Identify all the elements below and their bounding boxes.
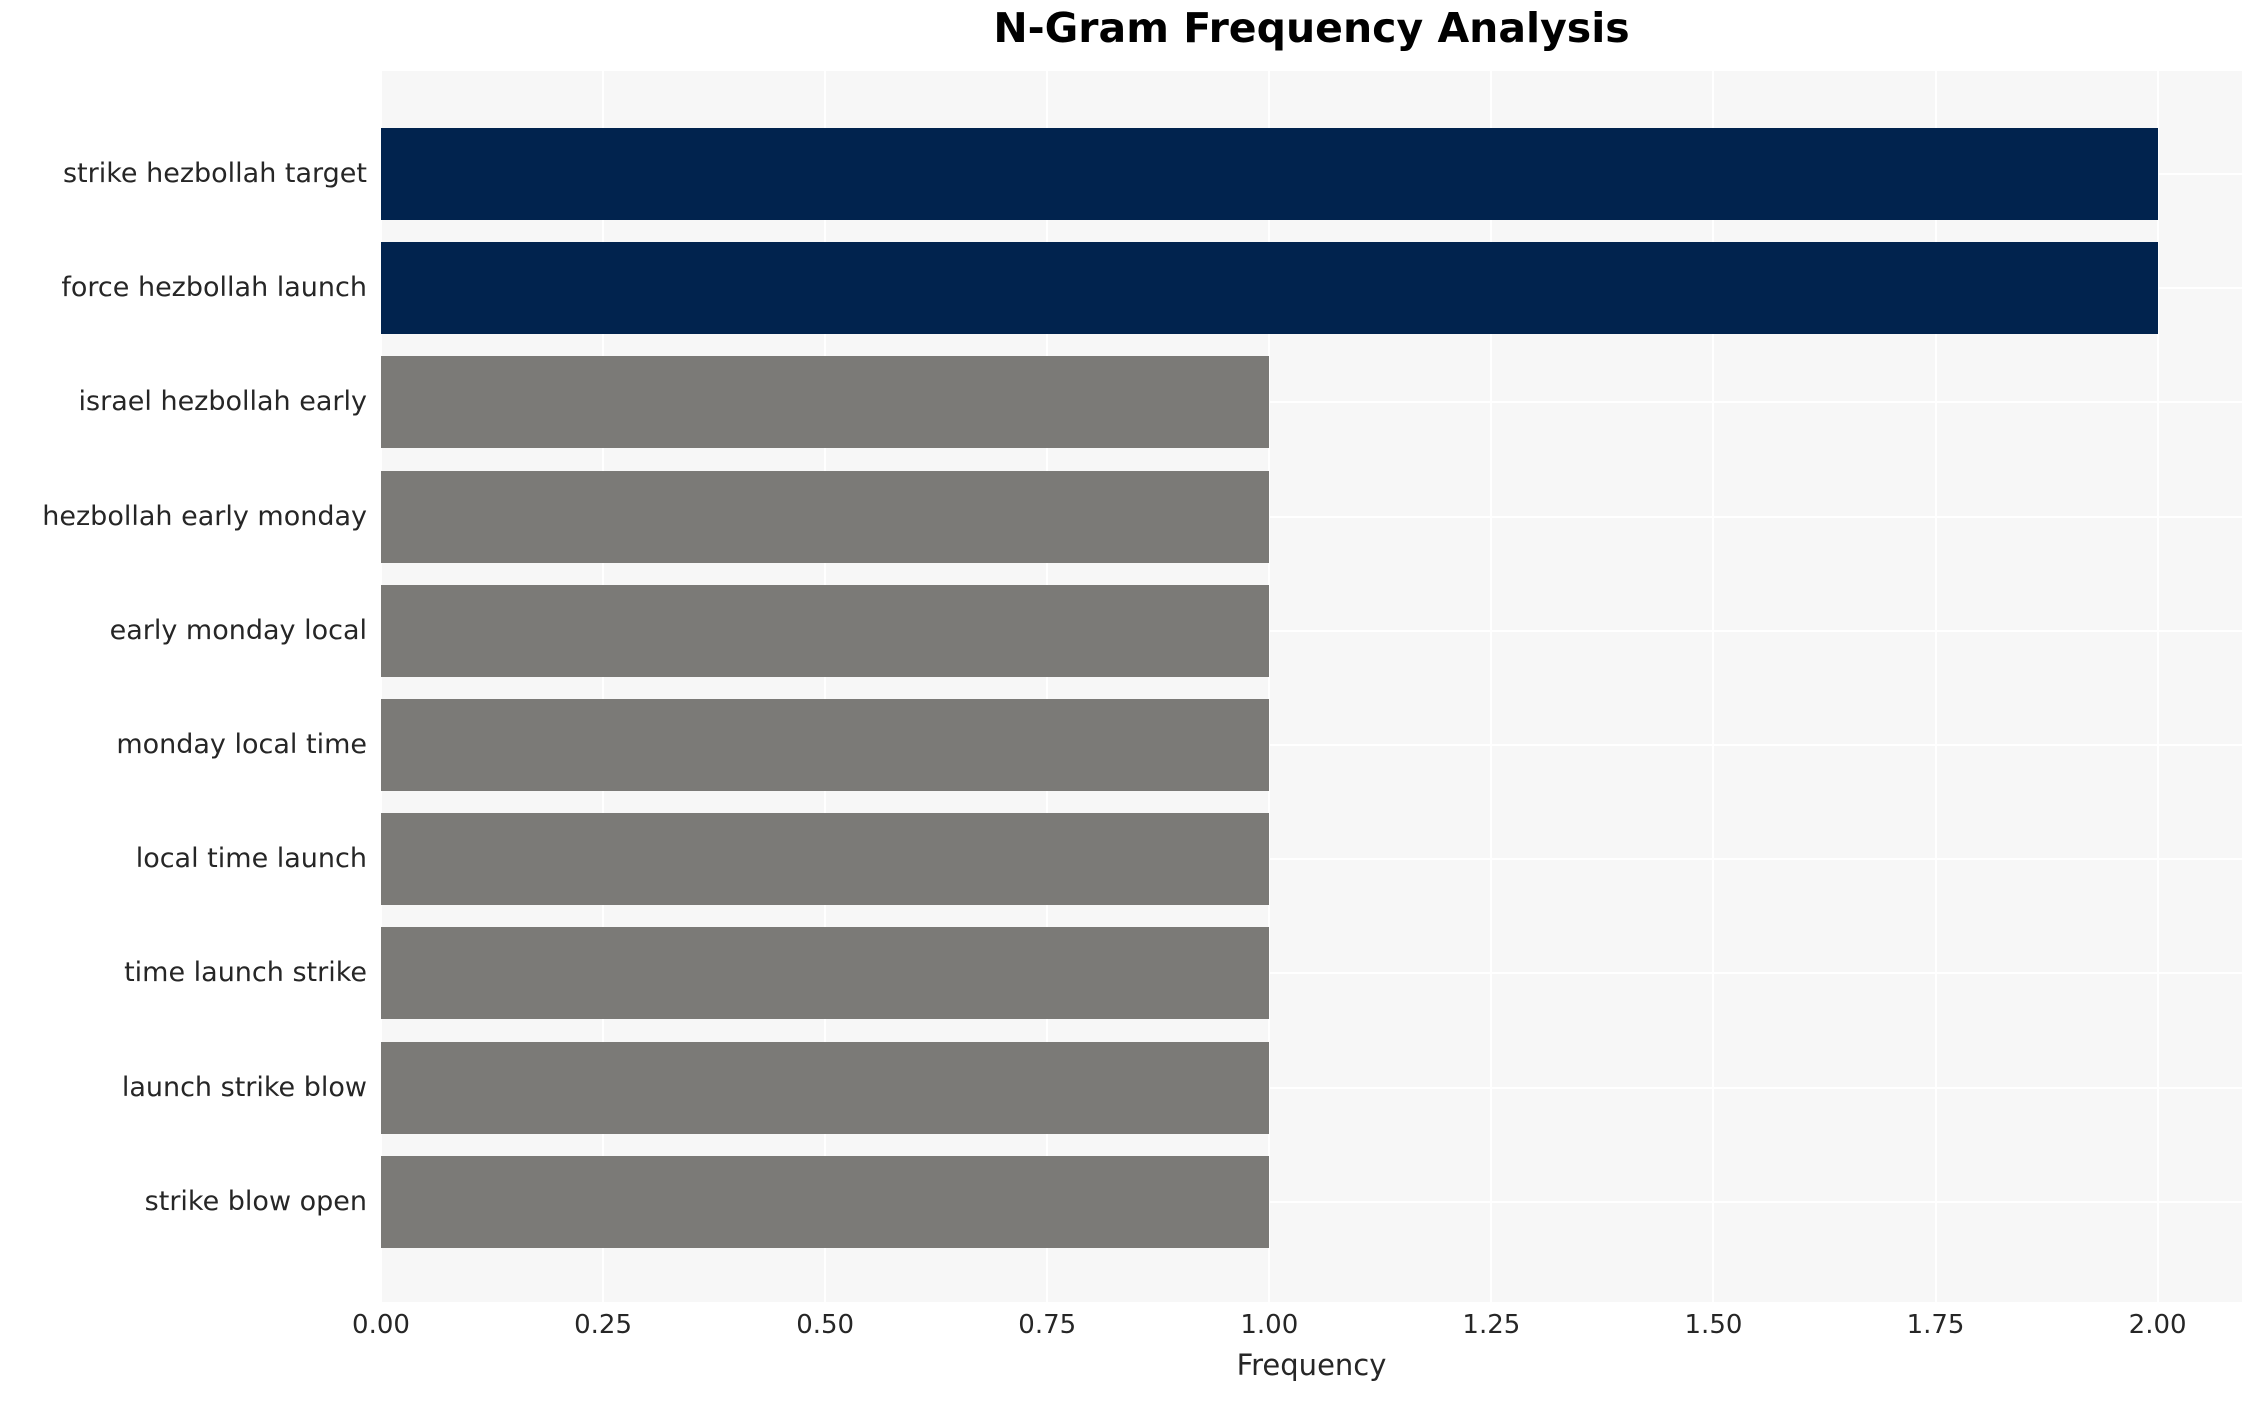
- x-tick-label: 1.00: [1240, 1310, 1299, 1340]
- gridline-horizontal: [381, 515, 2242, 518]
- x-tick-label: 0.25: [574, 1310, 633, 1340]
- x-tick-label: 0.00: [352, 1310, 410, 1340]
- y-tick-label: monday local time: [116, 729, 367, 760]
- x-tick-label: 1.50: [1684, 1310, 1743, 1340]
- gridline-horizontal: [381, 744, 2242, 746]
- x-axis-title: Frequency: [1236, 1348, 1387, 1382]
- y-tick-label: hezbollah early monday: [42, 500, 367, 532]
- plot-area: [381, 71, 2242, 1302]
- bar: [381, 584, 1270, 677]
- y-tick-label: strike blow open: [144, 1185, 367, 1217]
- gridline-vertical: [381, 71, 382, 1302]
- gridline-vertical: [1712, 71, 1715, 1302]
- gridline-horizontal: [381, 972, 2242, 975]
- bar: [381, 470, 1270, 563]
- bar: [381, 242, 2158, 335]
- gridline-vertical: [1490, 71, 1493, 1302]
- gridline-horizontal: [381, 858, 2242, 861]
- y-tick-label: strike hezbollah target: [62, 158, 367, 189]
- bar: [381, 699, 1270, 791]
- gridline-horizontal: [381, 629, 2242, 632]
- gridline-vertical: [602, 71, 605, 1302]
- x-tick-label: 2.00: [2128, 1310, 2187, 1340]
- y-tick-label: force hezbollah launch: [61, 272, 367, 304]
- x-tick-label: 0.50: [796, 1310, 855, 1340]
- bar: [381, 813, 1270, 906]
- x-axis-ticks: 0.00 0.25 0.50 0.75 1.00 1.25 1.50 1.75 2.00: [0, 1310, 2262, 1344]
- gridline-horizontal: [381, 1200, 2242, 1203]
- y-tick-label: local time launch: [135, 843, 367, 875]
- x-tick-label: 1.25: [1462, 1310, 1521, 1340]
- y-tick-label: israel hezbollah early: [78, 386, 367, 418]
- x-tick-label: 1.75: [1906, 1310, 1965, 1340]
- bar: [381, 128, 2158, 220]
- bar: [381, 1041, 1270, 1134]
- y-tick-label: launch strike blow: [121, 1071, 367, 1103]
- y-tick-label: time launch strike: [124, 957, 367, 989]
- y-tick-label: early monday local: [109, 614, 367, 646]
- x-tick-label: 0.75: [1018, 1310, 1077, 1340]
- bar: [381, 1155, 1270, 1248]
- gridline-vertical: [2156, 71, 2159, 1302]
- bar: [381, 927, 1270, 1020]
- gridline-vertical: [1046, 71, 1049, 1302]
- gridline-vertical: [1934, 71, 1937, 1302]
- gridline-vertical: [824, 71, 827, 1302]
- bar: [381, 356, 1270, 449]
- gridline-vertical: [1268, 71, 1271, 1302]
- gridline-horizontal: [381, 1086, 2242, 1089]
- gridline-horizontal: [381, 401, 2242, 404]
- chart-title: N-Gram Frequency Analysis: [993, 4, 1630, 52]
- y-axis-labels: strike hezbollah target force hezbollah l…: [0, 71, 367, 1302]
